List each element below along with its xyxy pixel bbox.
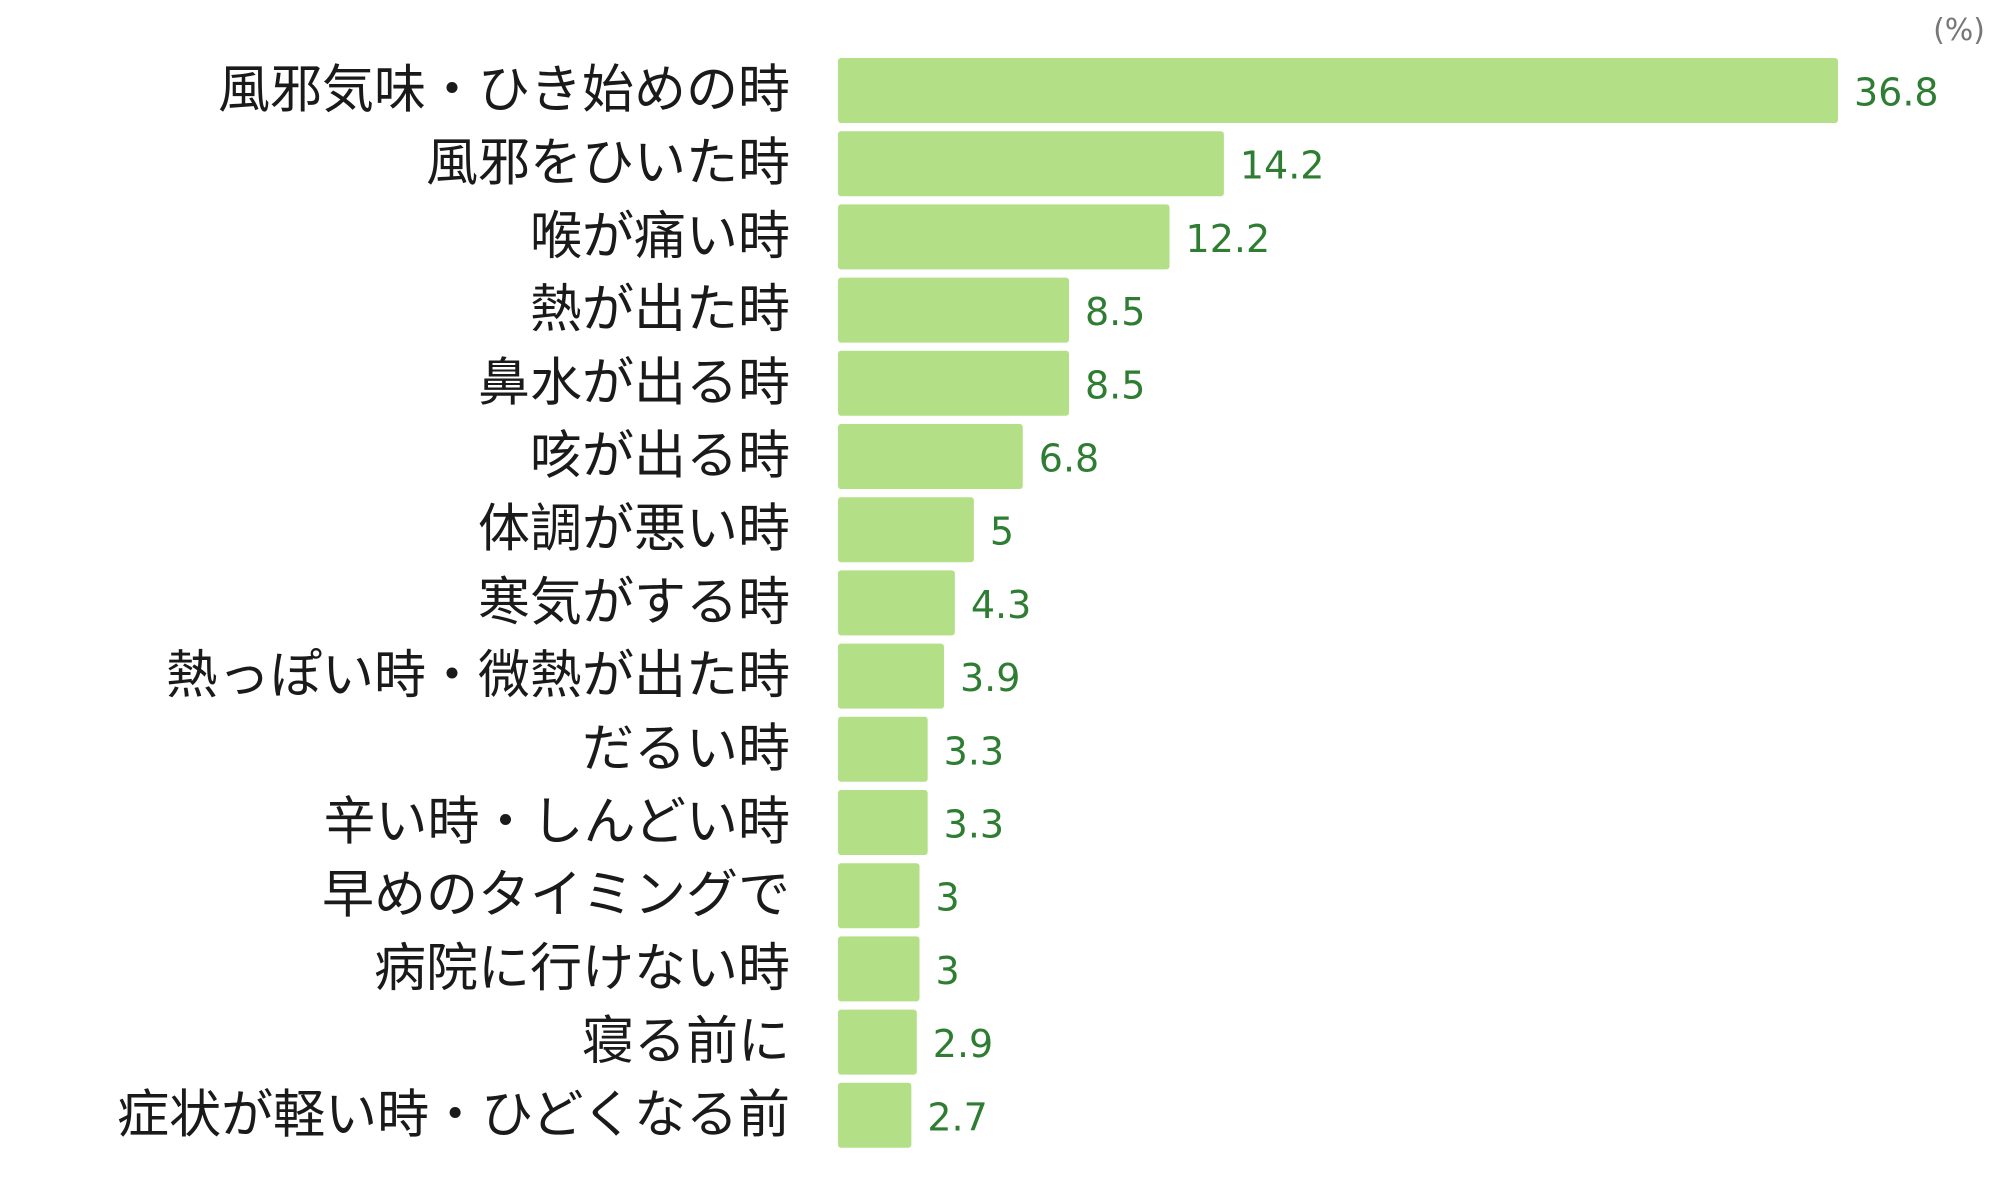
bar-13 <box>838 936 920 1002</box>
bar-7 <box>838 497 974 563</box>
bar-4 <box>838 277 1069 343</box>
bar-5 <box>838 350 1069 416</box>
value-label: 6.8 <box>1039 437 1099 481</box>
category-label: 辛い時・しんどい時 <box>324 793 790 853</box>
value-label: 3 <box>936 949 960 993</box>
bar-10 <box>838 716 928 782</box>
value-label: 8.5 <box>1085 290 1145 334</box>
value-label: 3 <box>936 876 960 920</box>
category-label: 風邪をひいた時 <box>426 134 790 194</box>
bar-6 <box>838 424 1023 489</box>
value-label: 2.9 <box>933 1022 993 1066</box>
value-label: 2.7 <box>927 1095 987 1139</box>
value-label: 4.3 <box>971 583 1031 627</box>
value-label: 8.5 <box>1085 363 1145 407</box>
category-label: 風邪気味・ひき始めの時 <box>218 61 790 121</box>
category-label: 熱が出た時 <box>530 280 790 340</box>
value-label: 3.3 <box>944 803 1004 847</box>
bar-8 <box>838 570 955 636</box>
value-label: 36.8 <box>1854 71 1939 115</box>
category-label: 喉が痛い時 <box>530 207 790 267</box>
category-label: 寝る前に <box>582 1012 790 1072</box>
category-label: 症状が軽い時・ひどくなる前 <box>117 1085 790 1145</box>
bar-12 <box>838 863 920 929</box>
bar-11 <box>838 790 928 855</box>
category-label: だるい時 <box>582 719 790 779</box>
bar-14 <box>838 1009 917 1075</box>
bar-9 <box>838 643 944 709</box>
category-label: 早めのタイミングで <box>322 866 790 926</box>
category-label: 咳が出る時 <box>530 427 790 487</box>
value-label: 3.3 <box>944 729 1004 773</box>
value-label: 5 <box>990 510 1014 554</box>
bar-3 <box>838 204 1170 270</box>
value-label: 14.2 <box>1240 144 1325 188</box>
unit-label: (%) <box>1933 13 1985 48</box>
category-label: 鼻水が出る時 <box>478 353 790 413</box>
bar-15 <box>838 1082 912 1148</box>
bar-1 <box>838 58 1838 123</box>
category-label: 体調が悪い時 <box>478 500 790 560</box>
category-label: 寒気がする時 <box>478 573 790 633</box>
value-label: 12.2 <box>1186 217 1271 261</box>
category-label: 病院に行けない時 <box>374 939 790 999</box>
bar-2 <box>838 131 1224 197</box>
category-label: 熱っぽい時・微熱が出た時 <box>166 646 790 706</box>
value-label: 3.9 <box>960 656 1020 700</box>
